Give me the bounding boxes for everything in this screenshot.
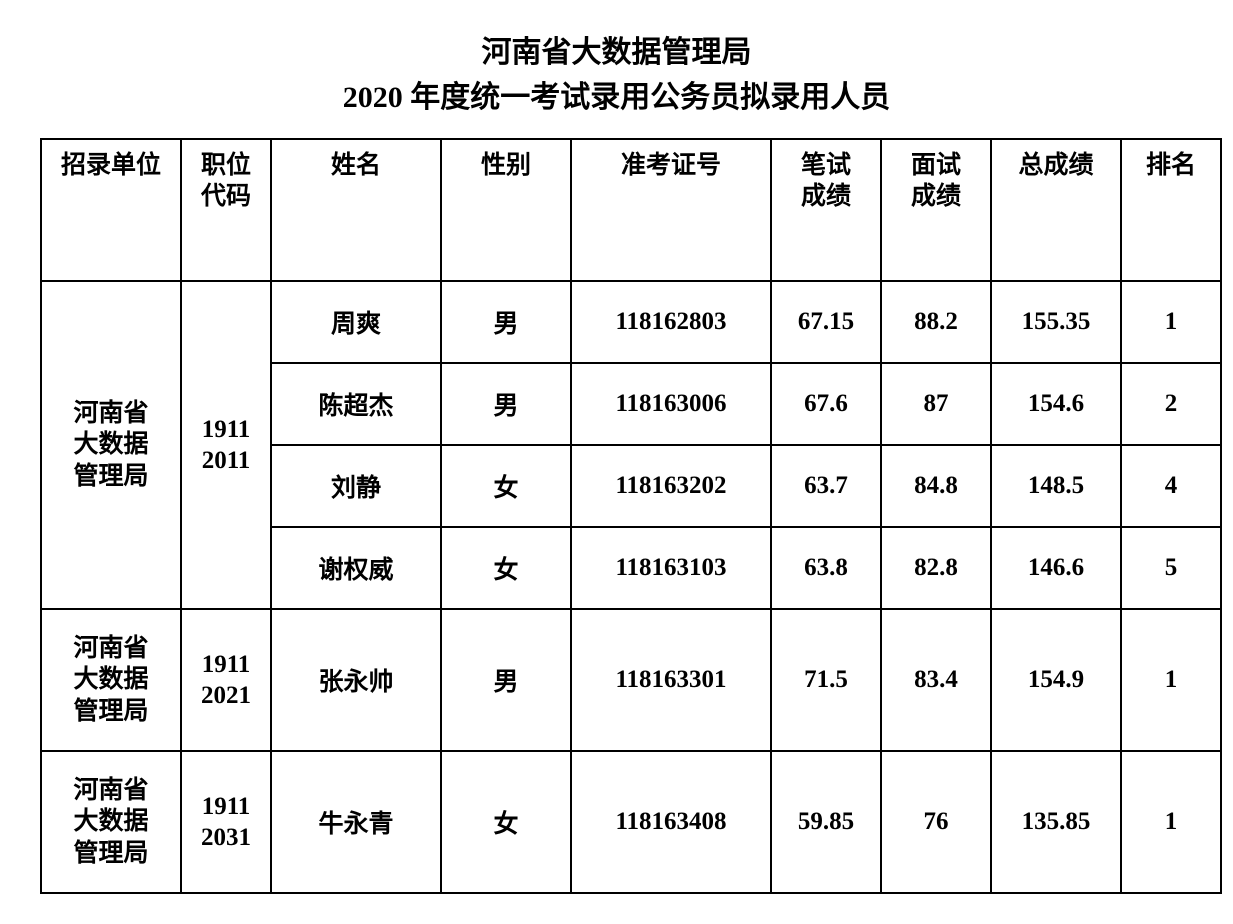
title-line-1: 河南省大数据管理局 xyxy=(40,30,1193,75)
cell-name: 谢权威 xyxy=(271,527,441,609)
cell-rank: 5 xyxy=(1121,527,1221,609)
header-gender: 性别 xyxy=(441,139,571,281)
cell-exam-no: 118163006 xyxy=(571,363,771,445)
cell-name: 周爽 xyxy=(271,281,441,363)
cell-exam-no: 118163408 xyxy=(571,751,771,893)
cell-written: 71.5 xyxy=(771,609,881,751)
header-exam-no: 准考证号 xyxy=(571,139,771,281)
cell-code: 19112011 xyxy=(181,281,271,609)
cell-total: 155.35 xyxy=(991,281,1121,363)
title-line-2: 2020 年度统一考试录用公务员拟录用人员 xyxy=(40,75,1193,120)
header-interview: 面试成绩 xyxy=(881,139,991,281)
cell-exam-no: 118163202 xyxy=(571,445,771,527)
cell-exam-no: 118163103 xyxy=(571,527,771,609)
header-written: 笔试成绩 xyxy=(771,139,881,281)
table-row: 河南省大数据管理局 19112021 张永帅 男 118163301 71.5 … xyxy=(41,609,1221,751)
cell-gender: 女 xyxy=(441,751,571,893)
cell-total: 154.9 xyxy=(991,609,1121,751)
cell-exam-no: 118162803 xyxy=(571,281,771,363)
cell-written: 67.6 xyxy=(771,363,881,445)
cell-code: 19112031 xyxy=(181,751,271,893)
cell-rank: 2 xyxy=(1121,363,1221,445)
cell-gender: 男 xyxy=(441,281,571,363)
header-total: 总成绩 xyxy=(991,139,1121,281)
cell-interview: 76 xyxy=(881,751,991,893)
cell-gender: 男 xyxy=(441,609,571,751)
table-header-row: 招录单位 职位代码 姓名 性别 准考证号 笔试成绩 面试成绩 总成绩 排名 xyxy=(41,139,1221,281)
candidates-table: 招录单位 职位代码 姓名 性别 准考证号 笔试成绩 面试成绩 总成绩 排名 河南… xyxy=(40,138,1222,894)
cell-rank: 1 xyxy=(1121,281,1221,363)
cell-written: 67.15 xyxy=(771,281,881,363)
cell-rank: 1 xyxy=(1121,609,1221,751)
cell-unit: 河南省大数据管理局 xyxy=(41,281,181,609)
cell-interview: 82.8 xyxy=(881,527,991,609)
cell-gender: 男 xyxy=(441,363,571,445)
cell-exam-no: 118163301 xyxy=(571,609,771,751)
cell-gender: 女 xyxy=(441,445,571,527)
cell-total: 135.85 xyxy=(991,751,1121,893)
cell-written: 63.8 xyxy=(771,527,881,609)
cell-name: 陈超杰 xyxy=(271,363,441,445)
cell-rank: 1 xyxy=(1121,751,1221,893)
table-body: 河南省大数据管理局 19112011 周爽 男 118162803 67.15 … xyxy=(41,281,1221,893)
cell-unit: 河南省大数据管理局 xyxy=(41,609,181,751)
cell-interview: 87 xyxy=(881,363,991,445)
document-title: 河南省大数据管理局 2020 年度统一考试录用公务员拟录用人员 xyxy=(40,30,1193,120)
cell-interview: 84.8 xyxy=(881,445,991,527)
cell-name: 张永帅 xyxy=(271,609,441,751)
cell-rank: 4 xyxy=(1121,445,1221,527)
cell-total: 148.5 xyxy=(991,445,1121,527)
cell-written: 59.85 xyxy=(771,751,881,893)
cell-interview: 88.2 xyxy=(881,281,991,363)
cell-unit: 河南省大数据管理局 xyxy=(41,751,181,893)
header-code: 职位代码 xyxy=(181,139,271,281)
cell-gender: 女 xyxy=(441,527,571,609)
header-name: 姓名 xyxy=(271,139,441,281)
cell-interview: 83.4 xyxy=(881,609,991,751)
cell-written: 63.7 xyxy=(771,445,881,527)
cell-total: 154.6 xyxy=(991,363,1121,445)
cell-code: 19112021 xyxy=(181,609,271,751)
header-unit: 招录单位 xyxy=(41,139,181,281)
table-row: 河南省大数据管理局 19112011 周爽 男 118162803 67.15 … xyxy=(41,281,1221,363)
cell-name: 刘静 xyxy=(271,445,441,527)
header-rank: 排名 xyxy=(1121,139,1221,281)
table-row: 河南省大数据管理局 19112031 牛永青 女 118163408 59.85… xyxy=(41,751,1221,893)
cell-name: 牛永青 xyxy=(271,751,441,893)
cell-total: 146.6 xyxy=(991,527,1121,609)
